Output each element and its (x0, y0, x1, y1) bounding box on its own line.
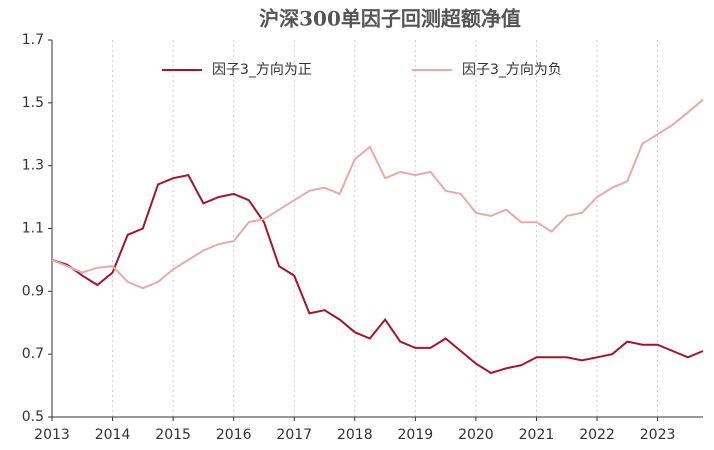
y-tick-label: 1.1 (22, 221, 44, 237)
x-tick-label: 2016 (216, 427, 252, 443)
y-tick-label: 0.5 (22, 409, 44, 425)
x-tick-label: 2023 (640, 427, 676, 443)
x-tick-label: 2019 (398, 427, 434, 443)
x-tick-label: 2015 (155, 427, 191, 443)
y-tick-label: 1.5 (22, 95, 44, 111)
x-tick-label: 2020 (458, 427, 494, 443)
series-line (51, 173, 704, 375)
y-tick-label: 0.9 (22, 283, 44, 299)
x-tick-label: 2013 (34, 427, 70, 443)
chart-title: 沪深300单因子回测超额净值 (259, 7, 521, 31)
x-tick-label: 2017 (276, 427, 312, 443)
x-tick-label: 2022 (579, 427, 615, 443)
legend-label: 因子3_方向为正 (212, 62, 312, 78)
x-tick-label: 2018 (337, 427, 373, 443)
legend-label: 因子3_方向为负 (462, 62, 562, 78)
x-tick-label: 2014 (95, 427, 131, 443)
y-tick-label: 1.3 (22, 158, 44, 174)
y-tick-label: 0.7 (22, 346, 44, 362)
series-line (51, 98, 704, 290)
x-tick-label: 2021 (519, 427, 555, 443)
y-tick-label: 1.7 (22, 32, 44, 48)
